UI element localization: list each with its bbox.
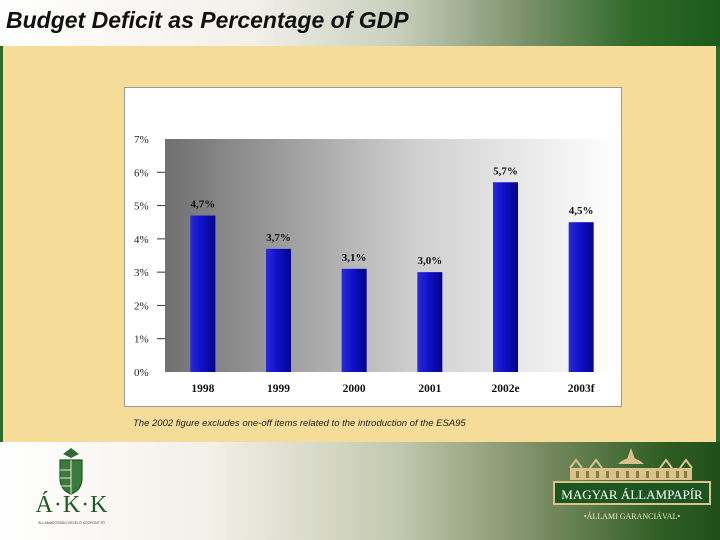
x-category-label: 2001 (418, 383, 441, 395)
bar-data-label: 4,5% (569, 205, 594, 217)
bar-data-label: 3,1% (342, 252, 367, 264)
bar (190, 215, 216, 372)
bar-data-label: 4,7% (190, 199, 215, 211)
parliament-logo (569, 448, 693, 480)
coat-of-arms-logo (59, 448, 83, 495)
page-title: Budget Deficit as Percentage of GDP (6, 7, 409, 33)
x-category-label: 1999 (267, 383, 290, 395)
y-tick-label: 1% (134, 334, 149, 346)
x-category-label: 2002e (491, 383, 519, 395)
chart-footnote: The 2002 figure excludes one-off items r… (133, 418, 466, 429)
bar-chart: 0% 1% 2% 3% 4% 5% 6% 7% 4,7% 3,7% 3,1% 3,0% 5,7% 4,5… (134, 134, 619, 395)
y-tick-label: 7% (134, 134, 149, 146)
x-category-label: 2003f (568, 383, 595, 395)
x-category-label: 1998 (191, 383, 214, 395)
bar (417, 272, 443, 372)
y-tick-label: 4% (134, 234, 149, 246)
bar-data-label: 3,7% (266, 232, 291, 244)
magyar-allampapir-logo-text: MAGYAR ÁLLAMPAPÍR (553, 481, 711, 505)
y-tick-label: 6% (134, 167, 149, 179)
title-bar: Budget Deficit as Percentage of GDP (0, 0, 720, 46)
bar (266, 248, 291, 372)
bar-data-label: 5,7% (493, 165, 518, 177)
y-tick-label: 5% (134, 201, 149, 213)
akk-logo-subtitle: ÁLLAMADÓSSÁG KEZELŐ KÖZPONT RT. (38, 521, 106, 525)
chart-panel: 0% 1% 2% 3% 4% 5% 6% 7% 4,7% 3,7% 3,1% 3,0% 5,7% 4,5… (124, 87, 622, 407)
bar (493, 182, 518, 372)
y-tick-label: 2% (134, 300, 149, 312)
bar (568, 222, 594, 372)
akk-logo-letters: Á·K·K (35, 492, 109, 518)
left-border (0, 46, 3, 442)
magyar-allampapir-tagline: •ÁLLAMI GARANCIÁVAL• (583, 512, 681, 521)
bar-data-label: 3,0% (417, 255, 442, 267)
x-category-label: 2000 (343, 383, 366, 395)
plot-area (165, 139, 619, 372)
right-border (716, 46, 720, 442)
y-tick-label: 0% (134, 367, 149, 379)
bar (341, 268, 367, 372)
y-tick-label: 3% (134, 267, 149, 279)
